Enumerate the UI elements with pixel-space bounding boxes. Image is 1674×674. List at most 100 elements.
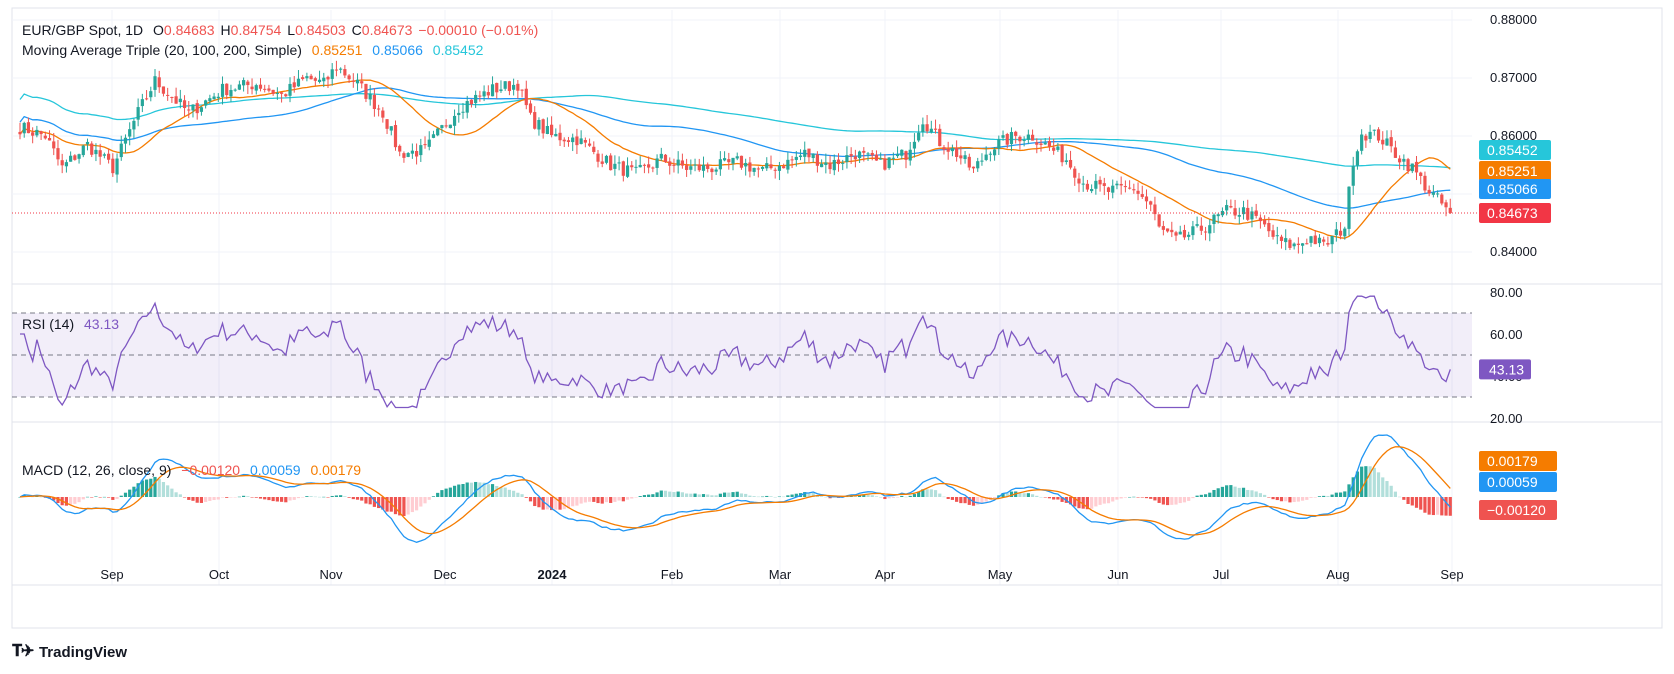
candle-body <box>263 88 267 90</box>
macd-histogram-bar <box>1423 497 1427 513</box>
macd-histogram-bar <box>938 493 942 497</box>
macd-histogram-bar <box>296 497 301 499</box>
macd-label-text: 0.00179 <box>1487 453 1538 469</box>
macd-pane[interactable] <box>18 434 1452 543</box>
macd-histogram-bar <box>790 494 794 497</box>
candle-body <box>419 145 423 156</box>
macd-histogram-bar <box>187 497 191 500</box>
macd-histogram-bar <box>710 495 714 497</box>
macd-histogram-bar <box>237 496 241 498</box>
macd-histogram-bar <box>1073 497 1077 507</box>
candle-body <box>102 154 106 156</box>
macd-histogram-bar <box>1157 497 1161 503</box>
macd-histogram-bar <box>1229 485 1233 497</box>
macd-histogram-bar <box>1292 497 1296 503</box>
candle-body <box>820 163 824 168</box>
macd-histogram-bar <box>520 494 524 497</box>
macd-histogram-bar <box>490 484 495 497</box>
price-legend: EUR/GBP Spot, 1D O0.84683 H0.84754 L0.8450… <box>22 22 550 38</box>
candle-body <box>372 94 376 110</box>
candle-body <box>710 168 714 173</box>
macd-histogram-bar <box>883 497 887 500</box>
macd-legend: MACD (12, 26, close, 9) −0.00120 0.00059… <box>22 462 367 478</box>
candle-body <box>406 153 410 157</box>
candle-body <box>402 153 406 158</box>
candle-body <box>1309 236 1313 243</box>
macd-histogram-bar <box>157 478 161 497</box>
candle-body <box>305 76 309 79</box>
candle-body <box>81 145 85 156</box>
candle-body <box>495 82 499 93</box>
macd-histogram-bar <box>1056 497 1060 500</box>
candle-body <box>562 139 566 142</box>
macd-histogram-bar <box>651 494 655 497</box>
rsi-tick-label: 20.00 <box>1490 411 1523 426</box>
candle-body <box>836 159 841 165</box>
candle-body <box>334 69 339 71</box>
candle-body <box>292 82 296 88</box>
candle-body <box>647 164 651 168</box>
candle-body <box>364 83 368 99</box>
macd-histogram-bar <box>566 497 571 509</box>
macd-histogram-bar <box>1381 477 1385 497</box>
macd-histogram-bar <box>1081 497 1085 509</box>
macd-label-box <box>1479 472 1557 492</box>
macd-histogram-bar <box>765 495 769 497</box>
rsi-pane[interactable] <box>12 295 1472 409</box>
macd-histogram-bar <box>267 497 271 501</box>
price-tick-label: 0.88000 <box>1490 12 1537 27</box>
macd-histogram-bar <box>1343 491 1347 497</box>
candle-body <box>343 69 347 76</box>
price-pane[interactable] <box>12 60 1478 254</box>
candle-body <box>132 120 136 130</box>
candle-body <box>170 96 174 98</box>
candle-body <box>600 161 604 164</box>
time-tick-label: Jun <box>1108 567 1129 582</box>
candle-body <box>377 108 381 110</box>
macd-histogram-bar <box>410 497 414 513</box>
candle-body <box>123 137 128 144</box>
candle-body <box>1448 207 1452 213</box>
candle-body <box>663 154 668 163</box>
macd-histogram-bar <box>853 496 857 497</box>
candle-body <box>427 139 431 147</box>
rsi-line <box>20 295 1451 409</box>
macd-histogram-bar <box>1052 497 1056 500</box>
candle-body <box>174 96 178 104</box>
candle-body <box>1144 196 1149 202</box>
macd-histogram-bar <box>440 490 444 497</box>
candle-body <box>917 132 921 141</box>
candle-body <box>267 88 271 91</box>
candle-body <box>685 165 689 170</box>
macd-histogram-bar <box>1419 497 1423 510</box>
candle-body <box>18 131 22 135</box>
candle-body <box>828 162 832 170</box>
candle-body <box>469 99 474 105</box>
macd-histogram-bar <box>583 497 587 503</box>
candle-body <box>94 149 98 155</box>
macd-histogram-bar <box>1360 466 1364 497</box>
macd-histogram-bar <box>144 479 149 497</box>
macd-histogram-bar <box>752 496 756 497</box>
macd-histogram-bar <box>676 491 680 497</box>
candle-body <box>486 92 490 96</box>
macd-histogram-bar <box>182 497 187 498</box>
macd-histogram-bar <box>512 490 516 497</box>
time-tick-label: Mar <box>769 567 792 582</box>
footer: 𝐓✈ TradingView <box>12 643 127 661</box>
candle-body <box>1279 236 1284 241</box>
candle-body <box>1018 136 1022 142</box>
candle-body <box>43 135 47 139</box>
macd-histogram-bar <box>1279 497 1284 502</box>
candle-body <box>465 101 469 113</box>
axes: 0.880000.870000.860000.850000.840000.854… <box>100 12 1557 582</box>
candle-body <box>1132 189 1136 191</box>
macd-histogram-bar <box>718 493 722 497</box>
open-value: 0.84683 <box>163 22 215 38</box>
candle-body <box>1376 129 1381 141</box>
macd-histogram-bar <box>592 497 596 502</box>
macd-histogram-bar <box>1035 495 1039 497</box>
candle-body <box>997 139 1001 149</box>
candle-body <box>1170 229 1174 233</box>
macd-histogram-bar <box>1309 497 1313 498</box>
